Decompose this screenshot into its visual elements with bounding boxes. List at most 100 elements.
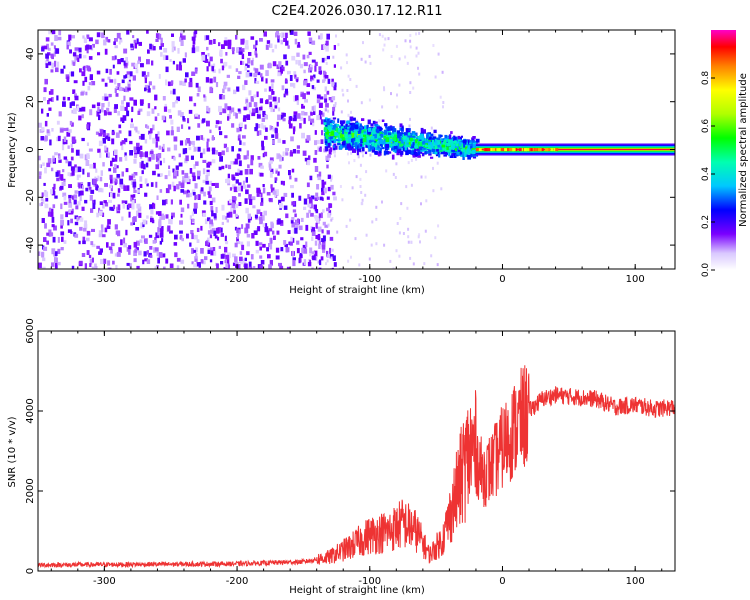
heatmap-cell: [409, 39, 412, 43]
heatmap-cell: [345, 224, 348, 228]
heatmap-cell: [138, 212, 142, 218]
heatmap-cell: [283, 93, 286, 98]
heatmap-cell: [333, 143, 337, 148]
heatmap-cell: [308, 51, 312, 55]
heatmap-cell: [277, 114, 282, 121]
heatmap-cell: [60, 68, 64, 74]
heatmap-cell: [149, 246, 153, 250]
heatmap-cell: [256, 130, 260, 136]
heatmap-cell: [405, 137, 409, 141]
heatmap-cell: [472, 144, 477, 148]
heatmap-cell: [326, 230, 330, 235]
heatmap-cell: [171, 126, 174, 133]
heatmap-cell: [196, 239, 200, 243]
heatmap-cell: [322, 221, 326, 226]
heatmap-cell: [291, 168, 295, 173]
heatmap-cell: [257, 124, 261, 129]
heatmap-cell: [292, 209, 297, 213]
heatmap-cell: [125, 168, 129, 173]
heatmap-cell: [455, 144, 459, 149]
heatmap-cell: [49, 139, 52, 146]
heatmap-cell: [71, 211, 74, 215]
heatmap-cell: [276, 230, 280, 235]
heatmap-cell: [257, 71, 261, 76]
heatmap-cell: [263, 125, 267, 130]
heatmap-cell: [264, 135, 268, 140]
heatmap-cell: [314, 150, 318, 155]
heatmap-cell: [407, 227, 410, 231]
heatmap-cell: [202, 168, 206, 175]
heatmap-cell: [54, 152, 58, 156]
heatmap-cell: [291, 55, 296, 61]
heatmap-cell: [67, 161, 72, 167]
heatmap-cell: [333, 196, 337, 201]
snr-ylabel: SNR (10 * v/v): [7, 416, 18, 487]
heatmap-cell: [69, 102, 72, 109]
heatmap-cell: [168, 165, 171, 169]
heatmap-cell: [247, 213, 251, 219]
heatmap-cell: [215, 150, 218, 155]
heatmap-cell: [107, 136, 111, 141]
heatmap-cell: [467, 139, 470, 142]
heatmap-cell: [103, 200, 107, 204]
heatmap-cell: [308, 37, 313, 43]
heatmap-cell: [375, 128, 380, 134]
heatmap-cell: [448, 151, 451, 157]
heatmap-cell: [258, 216, 263, 221]
heatmap-cell: [288, 120, 291, 125]
heatmap-cell: [274, 102, 279, 106]
heatmap-cell: [433, 146, 436, 151]
heatmap-cell: [293, 126, 296, 132]
heatmap-cell: [355, 175, 358, 179]
heatmap-cell: [182, 35, 186, 40]
heatmap-cell: [205, 175, 209, 181]
heatmap-cell: [321, 112, 325, 117]
heatmap-cell: [162, 143, 165, 149]
heatmap-cell: [547, 148, 551, 152]
heatmap-cell: [324, 86, 327, 92]
heatmap-cell: [176, 96, 180, 102]
heatmap-cell: [291, 250, 294, 257]
heatmap-cell: [430, 142, 435, 145]
heatmap-cell: [134, 152, 138, 156]
heatmap-cell: [204, 256, 208, 261]
heatmap-cell: [202, 118, 206, 123]
heatmap-cell: [194, 68, 198, 74]
heatmap-cell: [44, 60, 48, 65]
heatmap-cell: [242, 142, 246, 146]
heatmap-cell: [157, 131, 160, 136]
heatmap-cell: [247, 219, 251, 223]
heatmap-cell: [330, 256, 333, 260]
heatmap-cell: [136, 148, 141, 155]
heatmap-cell: [179, 234, 183, 240]
heatmap-cell: [186, 190, 190, 194]
heatmap-cell: [268, 228, 273, 232]
heatmap-cell: [283, 205, 288, 210]
heatmap-cell: [184, 172, 189, 178]
heatmap-cell: [391, 154, 395, 160]
heatmap-cell: [277, 218, 281, 225]
heatmap-cell: [70, 166, 75, 171]
heatmap-cell: [385, 137, 390, 142]
heatmap-cell: [159, 216, 162, 221]
heatmap-cell: [458, 149, 461, 152]
heatmap-cell: [191, 71, 196, 76]
heatmap-cell: [264, 88, 267, 92]
heatmap-cell: [311, 227, 315, 232]
heatmap-cell: [138, 250, 142, 256]
heatmap-cell: [367, 119, 371, 125]
heatmap-cell: [440, 146, 443, 151]
heatmap-cell: [458, 139, 461, 142]
heatmap-cell: [196, 262, 201, 267]
heatmap-cell: [383, 143, 386, 147]
heatmap-cell: [53, 45, 56, 49]
heatmap-cell: [107, 152, 110, 157]
heatmap-cell: [405, 185, 408, 189]
heatmap-cell: [352, 148, 356, 153]
heatmap-cell: [318, 102, 323, 108]
heatmap-cell: [99, 152, 102, 158]
heatmap-cell: [420, 151, 423, 154]
heatmap-cell: [233, 186, 238, 193]
heatmap-cell: [297, 218, 300, 223]
heatmap-cell: [358, 148, 362, 152]
